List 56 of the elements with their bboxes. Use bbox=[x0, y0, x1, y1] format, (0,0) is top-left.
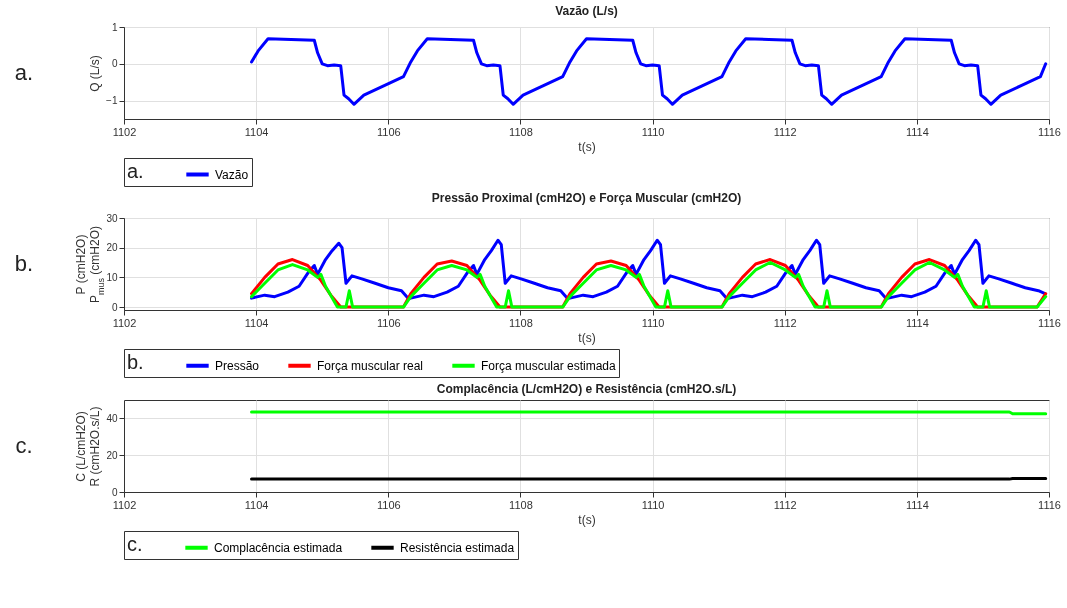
x-axis-title: t(s) bbox=[578, 512, 596, 527]
legend-title: a. bbox=[127, 160, 144, 182]
x-tick-label: 1102 bbox=[112, 125, 137, 138]
legend-label: Força muscular estimada bbox=[481, 358, 617, 373]
y-tick-label: 30 bbox=[106, 212, 118, 224]
x-tick-label: 1114 bbox=[905, 498, 929, 511]
x-tick-label: 1112 bbox=[773, 498, 797, 511]
x-tick-label: 1104 bbox=[244, 498, 269, 511]
y-axis-title: C (L/cmH2O) R (cmH2O.s/L) bbox=[74, 406, 103, 487]
legend-label: Complacência estimada bbox=[214, 540, 343, 555]
chart-title: Complacência (L/cmH2O) e Resistência (cmH2O.s/L) bbox=[436, 382, 737, 396]
legend-label: Resistência estimada bbox=[400, 540, 515, 555]
y-tick-label: 0 bbox=[111, 486, 118, 498]
text: c. bbox=[15, 433, 33, 458]
legend-label: Pressão bbox=[215, 358, 260, 373]
y-tick-label: 1 bbox=[111, 21, 118, 33]
x-tick-label: 1102 bbox=[112, 316, 137, 329]
x-tick-label: 1106 bbox=[376, 316, 401, 329]
x-tick-label: 1102 bbox=[112, 498, 137, 511]
y-axis-title: Q (L/s) bbox=[88, 55, 103, 92]
x-tick-label: 1116 bbox=[1038, 125, 1061, 138]
text: b. bbox=[14, 251, 34, 276]
line-series bbox=[250, 37, 1048, 106]
x-tick-label: 1110 bbox=[641, 498, 665, 511]
x-tick-label: 1104 bbox=[244, 125, 269, 138]
x-axis-title: t(s) bbox=[578, 139, 596, 154]
x-tick-label: 1106 bbox=[376, 125, 401, 138]
x-tick-label: 1114 bbox=[905, 125, 929, 138]
text: a. bbox=[14, 60, 34, 85]
y-tick-label: 10 bbox=[106, 271, 118, 283]
y-tick-label: 0 bbox=[111, 301, 118, 313]
x-tick-label: 1110 bbox=[641, 125, 665, 138]
x-tick-label: 1108 bbox=[509, 316, 533, 329]
x-tick-label: 1110 bbox=[641, 316, 665, 329]
y-tick-label: 20 bbox=[106, 242, 118, 254]
x-tick-label: 1108 bbox=[509, 498, 533, 511]
x-tick-label: 1104 bbox=[244, 316, 269, 329]
x-tick-label: 1112 bbox=[773, 316, 797, 329]
line-series bbox=[250, 238, 1047, 300]
legend-title: c. bbox=[127, 533, 143, 555]
y-tick-label: −1 bbox=[106, 95, 118, 107]
legend-label: Força muscular real bbox=[317, 358, 424, 373]
legend-label: Vazão bbox=[215, 167, 249, 182]
x-tick-label: 1106 bbox=[376, 498, 401, 511]
x-tick-label: 1108 bbox=[509, 125, 533, 138]
chart-title: Vazão (L/s) bbox=[555, 4, 618, 18]
y-tick-label: 40 bbox=[106, 412, 118, 424]
x-tick-label: 1116 bbox=[1038, 316, 1061, 329]
legend-title: b. bbox=[127, 351, 144, 373]
y-tick-label: 0 bbox=[111, 58, 118, 70]
x-tick-label: 1116 bbox=[1038, 498, 1061, 511]
y-tick-label: 20 bbox=[106, 449, 118, 461]
x-tick-label: 1114 bbox=[905, 316, 929, 329]
x-tick-label: 1112 bbox=[773, 125, 797, 138]
chart-title: Pressão Proximal (cmH2O) e Força Muscular (cmH2O) bbox=[431, 190, 742, 205]
x-axis-title: t(s) bbox=[578, 330, 596, 345]
